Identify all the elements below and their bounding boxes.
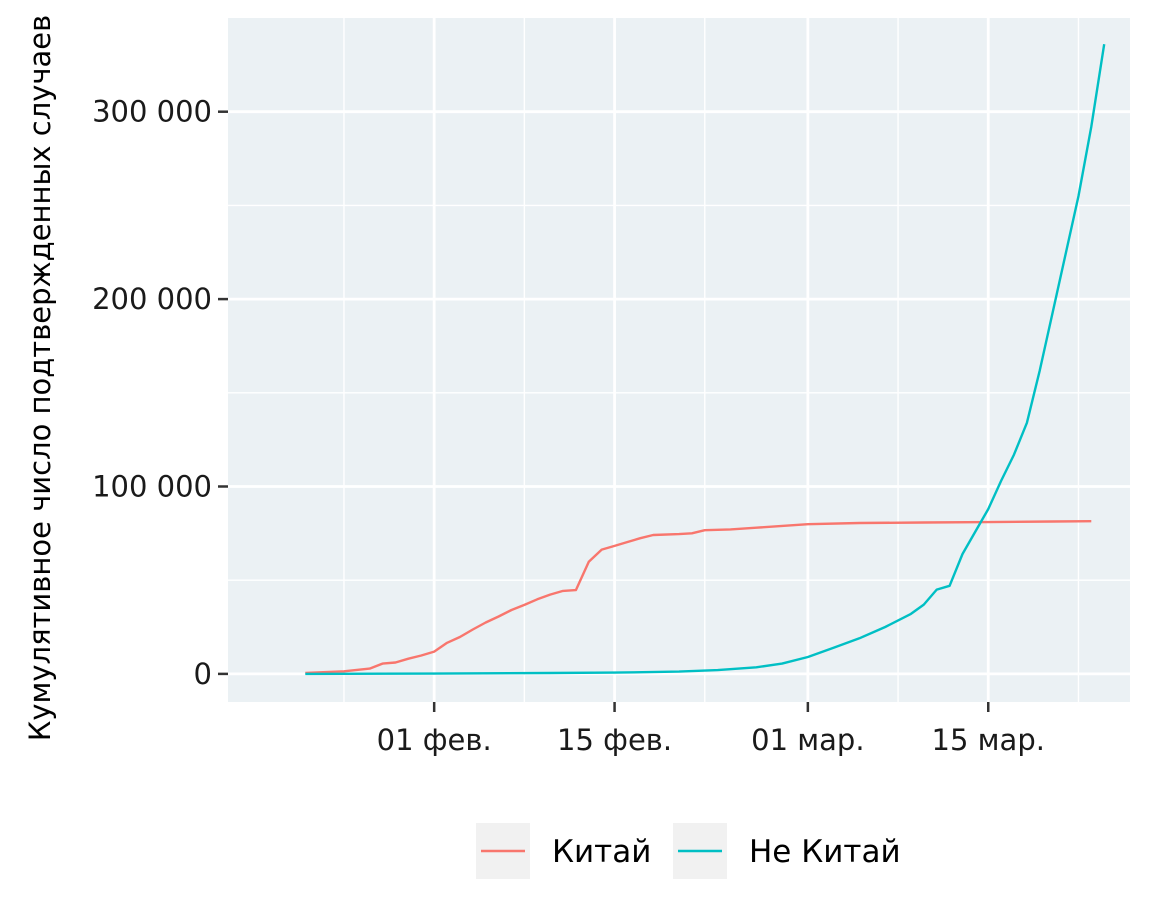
legend-label-not-china: Не Китай — [749, 834, 901, 870]
x-tick-label: 15 фев. — [557, 723, 672, 757]
plot-panel — [228, 18, 1130, 702]
y-tick-label: 100 000 — [92, 469, 212, 503]
y-axis: 0 100 000 200 000 300 000 — [92, 95, 228, 691]
y-tick-label: 300 000 — [92, 95, 212, 129]
series-line-1 — [305, 44, 1106, 676]
minor-grid — [228, 18, 1130, 702]
legend-label-china: Китай — [552, 834, 651, 870]
y-tick-label: 0 — [194, 657, 212, 691]
series-line-0 — [305, 520, 1092, 675]
y-tick-label: 200 000 — [92, 282, 212, 316]
x-tick-label: 01 фев. — [377, 723, 492, 757]
legend-item-china: Китай — [476, 823, 651, 879]
x-tick-label: 15 мар. — [932, 723, 1045, 757]
x-axis: 01 фев. 15 фев. 01 мар. 15 мар. — [377, 702, 1045, 757]
y-axis-title: Кумулятивное число подтвержденных случае… — [23, 15, 57, 741]
major-grid — [228, 18, 1130, 702]
series-layer — [305, 44, 1106, 676]
x-tick-label: 01 мар. — [751, 723, 864, 757]
legend: Китай Не Китай — [476, 823, 901, 879]
legend-item-not-china: Не Китай — [673, 823, 901, 879]
